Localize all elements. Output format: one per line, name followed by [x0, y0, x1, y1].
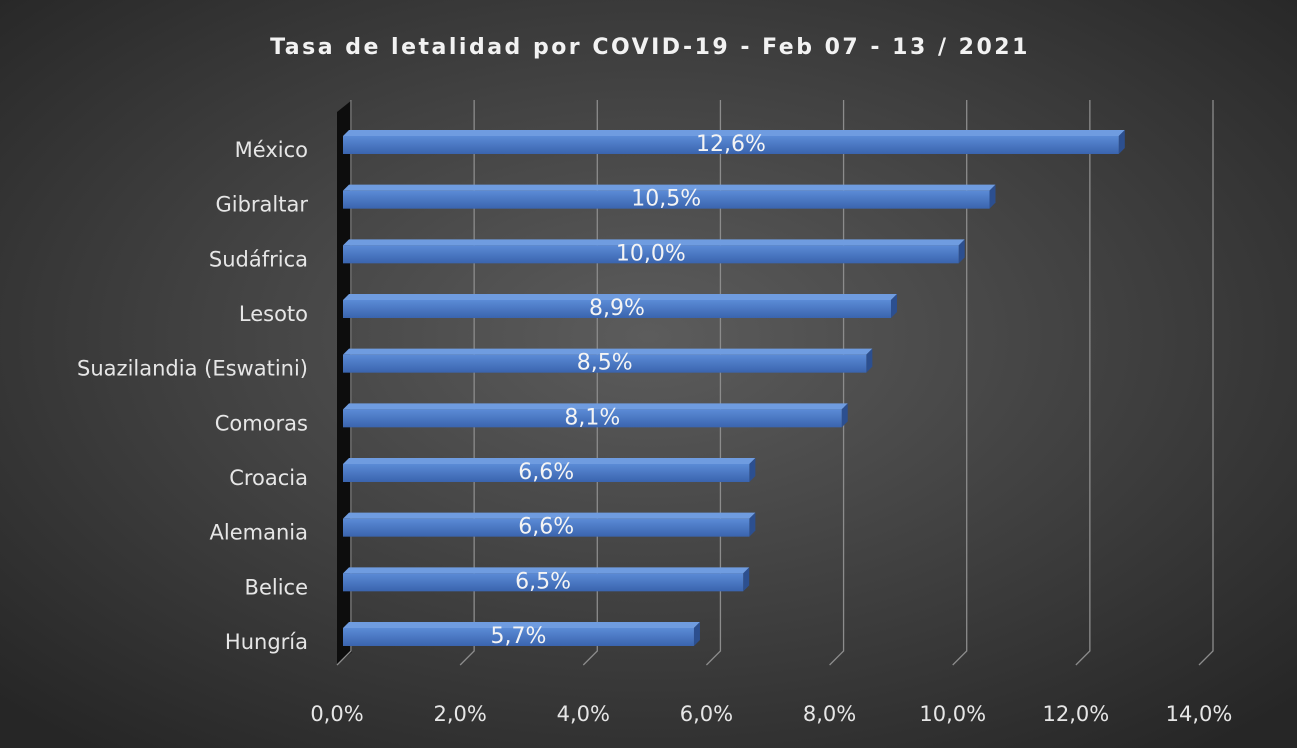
bar-top	[343, 622, 700, 628]
bar-top	[343, 239, 965, 246]
bar-top	[343, 567, 750, 574]
grid-line	[336, 100, 352, 666]
bar	[343, 628, 694, 646]
bar	[343, 190, 990, 209]
grid-line	[705, 100, 722, 666]
data-label: 8,5%	[577, 351, 633, 376]
bar-top	[343, 184, 996, 191]
bar-side	[743, 567, 750, 592]
grid-line	[582, 100, 598, 666]
data-label: 10,5%	[631, 187, 701, 212]
y-tick-label: Belice	[245, 575, 308, 599]
x-tick-label: 2,0%	[433, 702, 486, 726]
grid-line	[829, 100, 845, 666]
data-label: 5,7%	[491, 624, 547, 649]
bar-side	[841, 403, 848, 428]
x-tick-label: 4,0%	[557, 702, 610, 726]
bar	[343, 464, 750, 482]
y-tick-label: Suazilandia (Eswatini)	[77, 357, 308, 381]
bar-side	[958, 239, 965, 264]
grid-line	[459, 100, 475, 666]
data-label: 8,9%	[589, 296, 645, 321]
data-label: 6,5%	[515, 569, 571, 594]
bar	[343, 573, 744, 592]
bar-side	[693, 622, 700, 646]
bar-top	[343, 512, 756, 519]
bar-side	[989, 184, 996, 209]
bar	[343, 409, 842, 428]
bar-top	[343, 294, 897, 300]
bar	[343, 300, 891, 318]
y-tick-label: Alemania	[210, 521, 308, 545]
x-tick-label: 0,0%	[310, 702, 363, 726]
x-tick-label: 10,0%	[919, 702, 986, 726]
y-tick-label: Croacia	[229, 466, 308, 490]
data-label: 8,1%	[564, 405, 620, 430]
grid-line	[952, 100, 968, 666]
x-tick-label: 6,0%	[680, 702, 733, 726]
chart-title: Tasa de letalidad por COVID-19 - Feb 07 …	[270, 35, 1030, 60]
bar	[343, 136, 1119, 154]
bar-side	[866, 348, 873, 373]
bar-side	[749, 458, 756, 482]
bar-top	[343, 348, 873, 355]
y-tick-label: Sudáfrica	[209, 247, 308, 271]
bar-side	[1118, 130, 1125, 154]
bar-top	[343, 458, 756, 464]
y-tick-label: Comoras	[215, 411, 308, 435]
bar-side	[890, 294, 897, 318]
y-tick-label: Lesoto	[239, 302, 308, 326]
grid-line	[1198, 100, 1214, 666]
data-label: 12,6%	[696, 132, 766, 157]
grid-line	[1075, 100, 1091, 666]
bar	[343, 518, 750, 537]
bar-top	[343, 130, 1125, 136]
data-label: 10,0%	[616, 241, 686, 266]
x-tick-label: 12,0%	[1042, 702, 1109, 726]
bar	[343, 245, 959, 264]
y-tick-label: Hungría	[225, 630, 308, 654]
bar-side	[749, 512, 756, 537]
y-tick-label: México	[235, 138, 308, 162]
data-label: 6,6%	[518, 515, 574, 540]
bar-top	[343, 403, 848, 410]
data-label: 6,6%	[518, 460, 574, 485]
y-tick-label: Gibraltar	[215, 193, 308, 217]
bar	[343, 354, 867, 373]
x-tick-label: 14,0%	[1166, 702, 1233, 726]
x-tick-label: 8,0%	[803, 702, 856, 726]
